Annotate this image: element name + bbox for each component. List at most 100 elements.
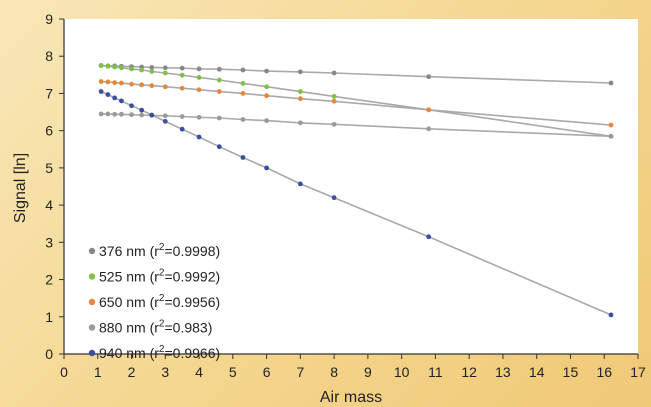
y-axis-title: Signal [ln] bbox=[12, 153, 29, 223]
data-point bbox=[297, 89, 303, 94]
y-tick-label: 2 bbox=[45, 272, 53, 288]
data-point bbox=[426, 234, 432, 240]
data-point bbox=[196, 114, 202, 120]
legend-marker bbox=[88, 273, 96, 280]
data-point bbox=[264, 118, 269, 124]
data-point bbox=[196, 87, 202, 93]
y-tick-label: 9 bbox=[45, 11, 53, 27]
data-point bbox=[297, 181, 303, 187]
x-tick-label: 14 bbox=[529, 364, 545, 380]
data-point bbox=[331, 195, 337, 201]
data-point bbox=[240, 91, 246, 96]
legend: 376 nm (r2=0.9998) 525 nm (r2=0.9992) 650 … bbox=[88, 242, 220, 361]
data-point bbox=[162, 113, 168, 119]
data-point bbox=[119, 111, 124, 117]
x-tick-label: 17 bbox=[630, 364, 646, 380]
x-tick-label: 1 bbox=[94, 364, 102, 380]
legend-label: 940 nm (r2=0.9966) bbox=[99, 344, 220, 361]
data-point bbox=[608, 122, 614, 128]
x-tick-label: 0 bbox=[60, 364, 68, 380]
data-point bbox=[98, 89, 104, 94]
series-points bbox=[98, 63, 614, 318]
data-point bbox=[240, 67, 246, 73]
data-point bbox=[149, 112, 155, 118]
data-point bbox=[240, 80, 246, 86]
x-tick-label: 10 bbox=[394, 364, 410, 380]
data-point bbox=[297, 96, 303, 102]
data-point bbox=[179, 114, 185, 119]
data-point bbox=[179, 65, 185, 71]
legend-label: 650 nm (r2=0.9956) bbox=[99, 293, 220, 310]
data-point bbox=[331, 98, 337, 104]
data-point bbox=[112, 111, 118, 117]
y-tick-label: 0 bbox=[45, 346, 53, 362]
data-point bbox=[139, 82, 145, 88]
x-axis-ticks: 0 1 2 3 4 5 6 7 8 9 10 11 12 13 14 15 16 17 bbox=[60, 354, 646, 380]
y-tick-label: 8 bbox=[45, 48, 53, 64]
data-point bbox=[105, 111, 111, 117]
data-point bbox=[129, 103, 134, 109]
data-point bbox=[196, 66, 202, 72]
data-point bbox=[98, 79, 104, 84]
data-point bbox=[264, 93, 269, 99]
x-axis-title: Air mass bbox=[320, 389, 382, 406]
legend-marker bbox=[88, 247, 96, 255]
legend-label: 376 nm (r2=0.9998) bbox=[99, 242, 220, 259]
y-tick-label: 5 bbox=[45, 160, 53, 176]
data-point bbox=[216, 77, 222, 83]
plot-area bbox=[64, 19, 638, 354]
data-point bbox=[331, 70, 337, 76]
x-tick-label: 3 bbox=[161, 364, 169, 380]
x-tick-label: 5 bbox=[229, 364, 237, 380]
x-tick-label: 7 bbox=[296, 364, 304, 380]
data-point bbox=[426, 74, 432, 80]
legend-label: 880 nm (r2=0.983) bbox=[99, 319, 212, 336]
data-point bbox=[112, 80, 118, 86]
legend-marker bbox=[88, 298, 96, 306]
data-point bbox=[149, 69, 155, 74]
x-tick-label: 8 bbox=[330, 364, 338, 380]
data-point bbox=[162, 65, 168, 71]
data-point bbox=[162, 118, 168, 124]
x-tick-label: 15 bbox=[563, 364, 579, 380]
data-point bbox=[179, 126, 185, 132]
data-point bbox=[426, 107, 432, 113]
x-tick-label: 6 bbox=[263, 364, 271, 380]
data-point bbox=[105, 63, 111, 69]
data-point bbox=[139, 107, 145, 113]
data-point bbox=[112, 95, 118, 101]
data-point bbox=[119, 80, 124, 86]
x-tick-label: 9 bbox=[364, 364, 372, 380]
y-tick-label: 3 bbox=[45, 234, 53, 250]
data-point bbox=[297, 69, 303, 75]
legend-label: 525 nm (r2=0.9992) bbox=[99, 268, 220, 285]
data-point bbox=[112, 64, 118, 70]
data-point bbox=[129, 112, 134, 118]
data-point bbox=[608, 312, 614, 318]
data-point bbox=[139, 67, 145, 73]
legend-marker bbox=[88, 324, 96, 331]
y-tick-label: 6 bbox=[45, 123, 53, 139]
data-point bbox=[240, 155, 246, 160]
data-point bbox=[264, 84, 269, 90]
data-point bbox=[196, 134, 202, 140]
data-point bbox=[105, 79, 111, 85]
x-tick-label: 11 bbox=[428, 364, 443, 380]
data-point bbox=[105, 92, 111, 97]
data-point bbox=[216, 66, 222, 72]
data-point bbox=[264, 68, 269, 74]
data-point bbox=[139, 112, 145, 118]
data-point bbox=[331, 94, 337, 99]
data-point bbox=[162, 70, 168, 76]
data-point bbox=[149, 83, 155, 89]
data-point bbox=[216, 144, 222, 150]
data-point bbox=[196, 75, 202, 80]
data-point bbox=[608, 80, 614, 86]
x-tick-label: 16 bbox=[596, 364, 612, 380]
data-point bbox=[608, 133, 614, 139]
legend-marker bbox=[88, 349, 96, 357]
data-point bbox=[240, 117, 246, 122]
data-point bbox=[216, 115, 222, 121]
data-point bbox=[129, 66, 134, 72]
